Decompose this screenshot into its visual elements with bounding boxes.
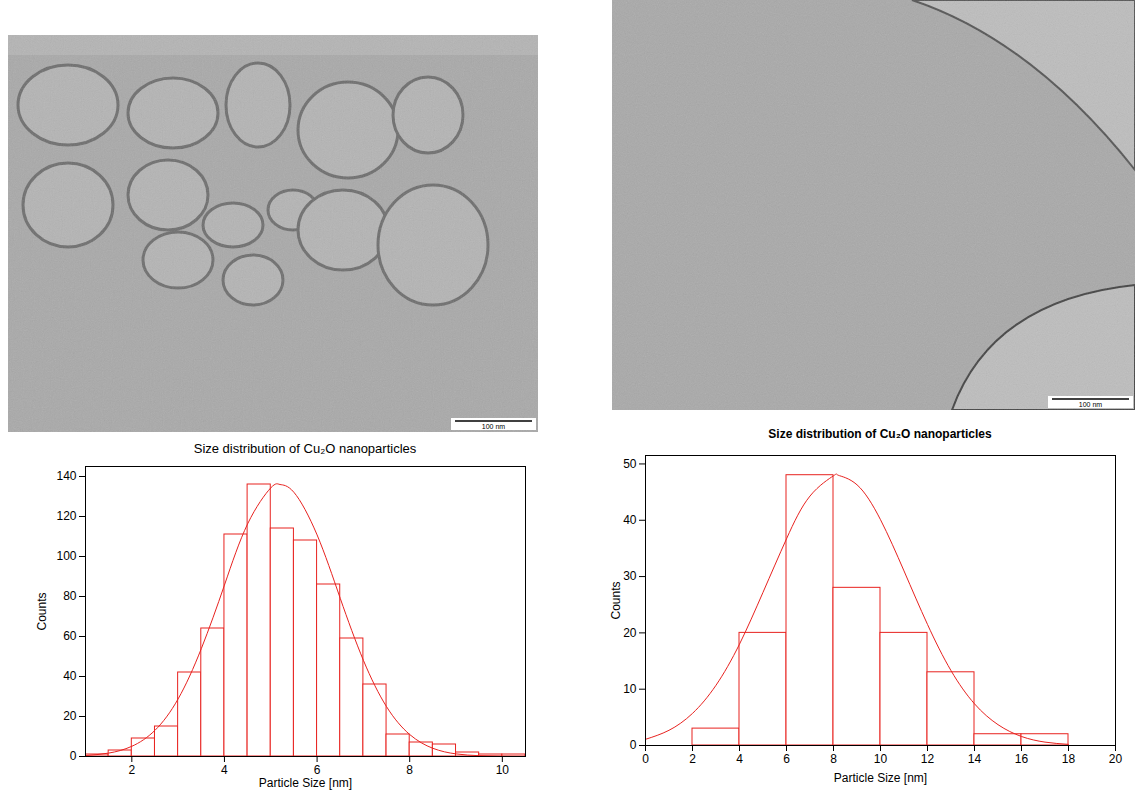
svg-text:18: 18	[1062, 752, 1076, 766]
svg-text:14: 14	[968, 752, 982, 766]
svg-text:Counts: Counts	[35, 592, 49, 630]
html-text:Size distribution of Cu₂O nano: Size distribution of Cu₂O nanoparticles	[768, 427, 992, 441]
svg-text:60: 60	[63, 629, 77, 643]
svg-text:8: 8	[406, 763, 413, 777]
svg-text:10: 10	[874, 752, 888, 766]
svg-text:16: 16	[1015, 752, 1029, 766]
svg-text:4: 4	[221, 763, 228, 777]
svg-text:100: 100	[56, 549, 76, 563]
svg-text:100 nm: 100 nm	[1079, 401, 1103, 408]
svg-text:140: 140	[56, 469, 76, 483]
svg-text:40: 40	[63, 669, 77, 683]
svg-text:20: 20	[1109, 752, 1123, 766]
svg-text:20: 20	[623, 626, 637, 640]
svg-text:40: 40	[623, 513, 637, 527]
svg-text:10: 10	[496, 763, 510, 777]
svg-text:2: 2	[128, 763, 135, 777]
svg-text:Particle Size [nm]: Particle Size [nm]	[834, 771, 927, 785]
svg-text:80: 80	[63, 589, 77, 603]
svg-text:8: 8	[830, 752, 837, 766]
svg-text:4: 4	[736, 752, 743, 766]
html-text:Size distribution of Cu₂O nano: Size distribution of Cu₂O nanoparticles	[193, 441, 417, 456]
svg-text:Particle Size [nm]: Particle Size [nm]	[259, 776, 352, 790]
svg-text:30: 30	[623, 569, 637, 583]
svg-text:Counts: Counts	[609, 581, 623, 619]
svg-text:0: 0	[630, 738, 637, 752]
svg-text:20: 20	[63, 709, 77, 723]
svg-text:6: 6	[783, 752, 790, 766]
svg-text:50: 50	[623, 457, 637, 471]
svg-text:100 nm: 100 nm	[482, 423, 506, 430]
svg-text:2: 2	[689, 752, 696, 766]
svg-text:12: 12	[921, 752, 935, 766]
svg-text:0: 0	[70, 749, 77, 763]
svg-text:0: 0	[642, 752, 649, 766]
svg-text:120: 120	[56, 509, 76, 523]
svg-text:6: 6	[313, 763, 321, 777]
svg-text:10: 10	[623, 682, 637, 696]
